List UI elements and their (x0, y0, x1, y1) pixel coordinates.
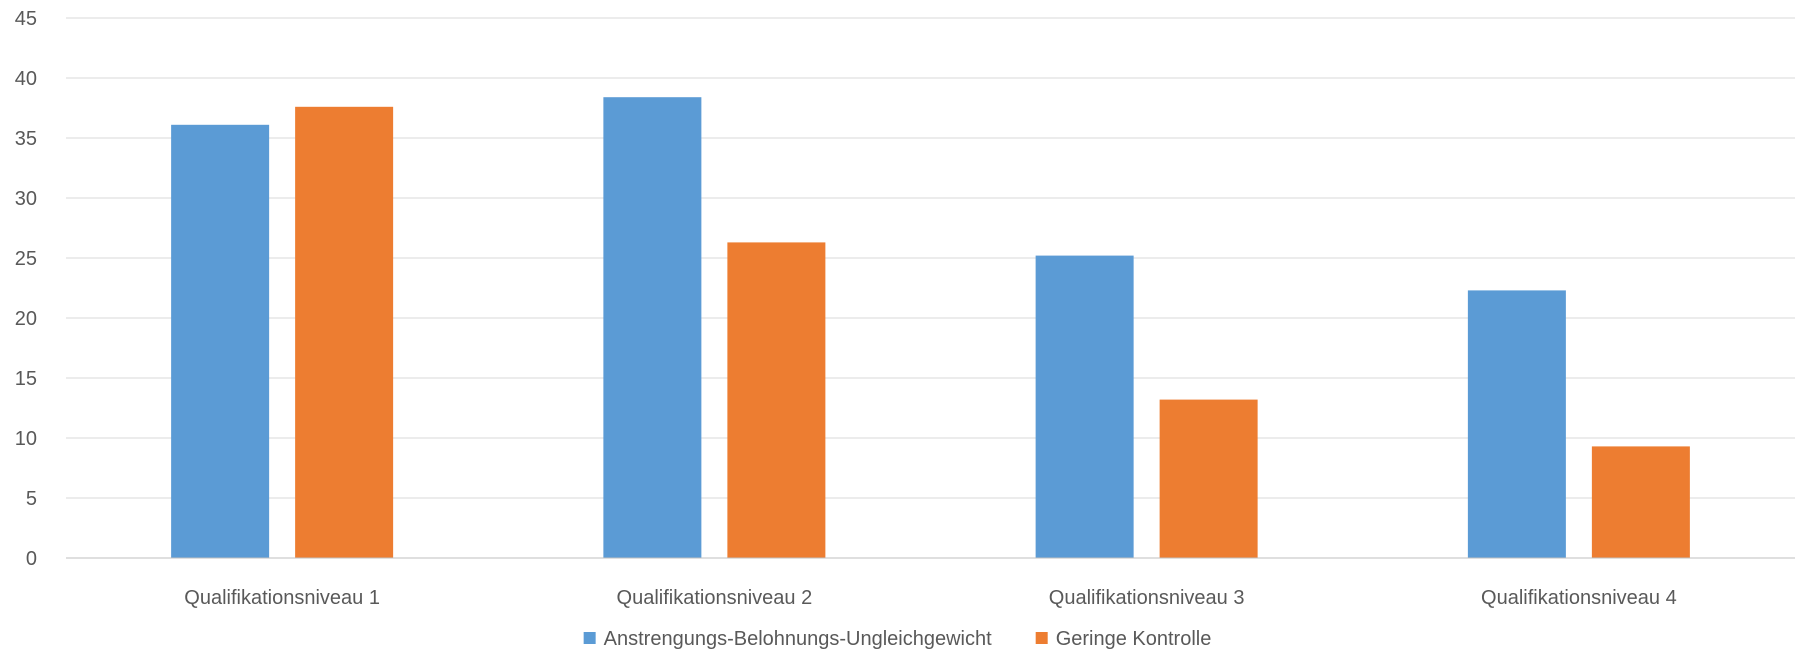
bar-geringe-kontrolle-4 (1591, 446, 1690, 558)
bar-geringe-kontrolle-1 (295, 106, 394, 559)
y-tick-label: 15 (15, 368, 37, 390)
y-tick-label: 10 (15, 428, 37, 450)
y-tick-label: 40 (15, 68, 37, 90)
bars (171, 97, 1690, 559)
legend-swatch (1035, 632, 1048, 644)
bar-anstrengungs-belohnungs-ungleichgewicht-3 (1035, 255, 1134, 558)
y-axis-tick-labels: 0 5 10 15 20 25 30 35 40 45 (15, 8, 37, 570)
legend: Anstrengungs-Belohnungs-Ungleichgewicht G… (583, 628, 1212, 650)
y-tick-label: 35 (15, 128, 37, 150)
y-tick-label: 45 (15, 8, 37, 30)
x-axis-category-labels: Qualifikationsniveau 1 Qualifikationsnive… (184, 587, 1676, 609)
bar-geringe-kontrolle-3 (1159, 399, 1258, 558)
bar-anstrengungs-belohnungs-ungleichgewicht-4 (1467, 290, 1566, 558)
legend-label: Anstrengungs-Belohnungs-Ungleichgewicht (604, 628, 992, 650)
y-tick-label: 25 (15, 248, 37, 270)
legend-swatch (583, 632, 596, 644)
legend-label: Geringe Kontrolle (1056, 628, 1212, 650)
x-category-label: Qualifikationsniveau 2 (617, 587, 813, 609)
bar-geringe-kontrolle-2 (727, 242, 826, 558)
x-category-label: Qualifikationsniveau 4 (1481, 587, 1677, 609)
y-tick-label: 0 (26, 548, 37, 570)
y-tick-label: 30 (15, 188, 37, 210)
y-tick-label: 5 (26, 488, 37, 510)
y-tick-label: 20 (15, 308, 37, 330)
bar-anstrengungs-belohnungs-ungleichgewicht-2 (603, 97, 702, 558)
bar-anstrengungs-belohnungs-ungleichgewicht-1 (171, 124, 270, 559)
x-category-label: Qualifikationsniveau 3 (1049, 587, 1245, 609)
x-category-label: Qualifikationsniveau 1 (184, 587, 380, 609)
